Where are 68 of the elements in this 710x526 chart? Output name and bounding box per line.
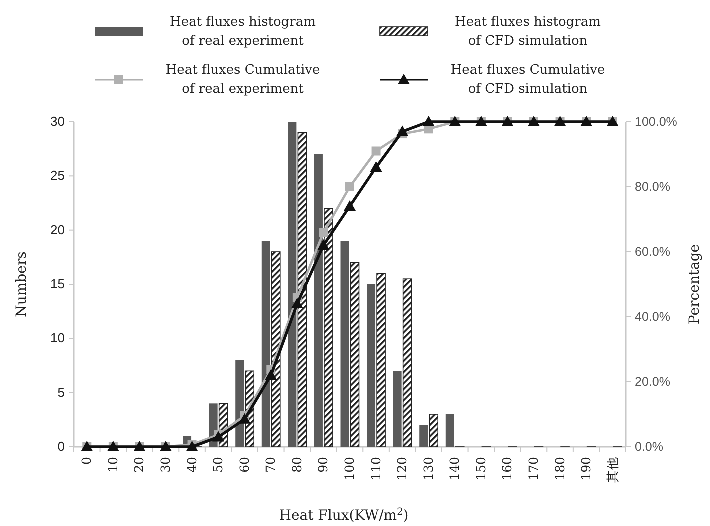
point — [212, 431, 225, 442]
y2-tick-label: 100.0% — [635, 115, 678, 129]
x-axis-title: Heat Flux(KW/m$^{2}$) — [279, 506, 409, 524]
y2-tick-label: 80.0% — [635, 180, 670, 194]
x-tick-label: 30 — [158, 456, 173, 473]
legend-label: Heat fluxes histogram of CFD simulation — [455, 15, 601, 49]
bar — [367, 284, 376, 447]
bar — [446, 414, 454, 447]
bar — [288, 122, 297, 447]
bar — [429, 414, 439, 448]
y-tick-label: 5 — [58, 384, 65, 400]
y2-tick-label: 60.0% — [635, 245, 670, 259]
y-tick-label: 20 — [50, 222, 65, 238]
bar — [340, 241, 350, 447]
x-tick-label: 180 — [552, 456, 568, 481]
x-tick-label: 40 — [184, 456, 200, 473]
x-tick-label: 170 — [526, 456, 541, 481]
legend-label: Heat fluxes Cumulative of real experiment — [166, 63, 320, 97]
x-tick-label: 90 — [316, 456, 331, 473]
point — [370, 162, 382, 172]
bar — [314, 154, 323, 447]
bar — [324, 208, 334, 448]
y-tick-label: 10 — [50, 330, 65, 346]
bar — [350, 262, 360, 448]
point — [372, 146, 381, 156]
y2-tick-label: 20.0% — [635, 375, 670, 389]
bar — [271, 252, 281, 448]
legend-label: Heat fluxes histogram of real experiment — [170, 15, 316, 49]
x-tick-label: 60 — [236, 456, 252, 473]
y-tick-label: 0 — [58, 439, 65, 454]
bar — [298, 132, 308, 448]
x-tick-label: 190 — [578, 456, 594, 481]
x-tick-label: 10 — [105, 456, 120, 473]
y-tick-label: 15 — [50, 276, 65, 292]
point — [396, 126, 409, 136]
x-tick-label: 50 — [210, 456, 226, 473]
x-tick-label: 110 — [368, 456, 384, 481]
x-tick-label: 140 — [447, 456, 462, 481]
bar — [420, 425, 428, 447]
bar — [376, 273, 386, 448]
x-tick-label: 80 — [289, 456, 304, 473]
x-tick-label: 120 — [394, 456, 410, 481]
y-tick-label: 25 — [50, 168, 65, 184]
x-tick-label: 70 — [263, 456, 278, 473]
bar — [393, 371, 402, 447]
point — [265, 370, 278, 380]
x-tick-label: 160 — [500, 456, 515, 481]
x-tick-label: 150 — [473, 456, 488, 481]
bar — [262, 241, 270, 447]
x-tick-label: 130 — [420, 456, 436, 481]
point — [318, 240, 330, 250]
x-tick-label: 0 — [79, 456, 94, 465]
point — [422, 116, 435, 126]
y2-tick-label: 40.0% — [635, 310, 670, 324]
y-axis-title: Numbers — [14, 252, 30, 318]
point — [319, 228, 328, 238]
bar — [402, 278, 412, 448]
x-tick-label: 20 — [132, 456, 147, 473]
y2-axis-title: Percentage — [687, 244, 703, 325]
y2-tick-label: 0.0% — [635, 440, 664, 454]
bar — [236, 360, 244, 447]
legend-label: Heat fluxes Cumulative of CFD simulation — [450, 63, 606, 97]
x-tick-label: 其他 — [604, 457, 620, 483]
point — [344, 200, 356, 211]
x-tick-label: 100 — [342, 456, 357, 481]
point — [291, 298, 304, 308]
y-tick-label: 30 — [50, 114, 65, 129]
point — [346, 182, 354, 192]
